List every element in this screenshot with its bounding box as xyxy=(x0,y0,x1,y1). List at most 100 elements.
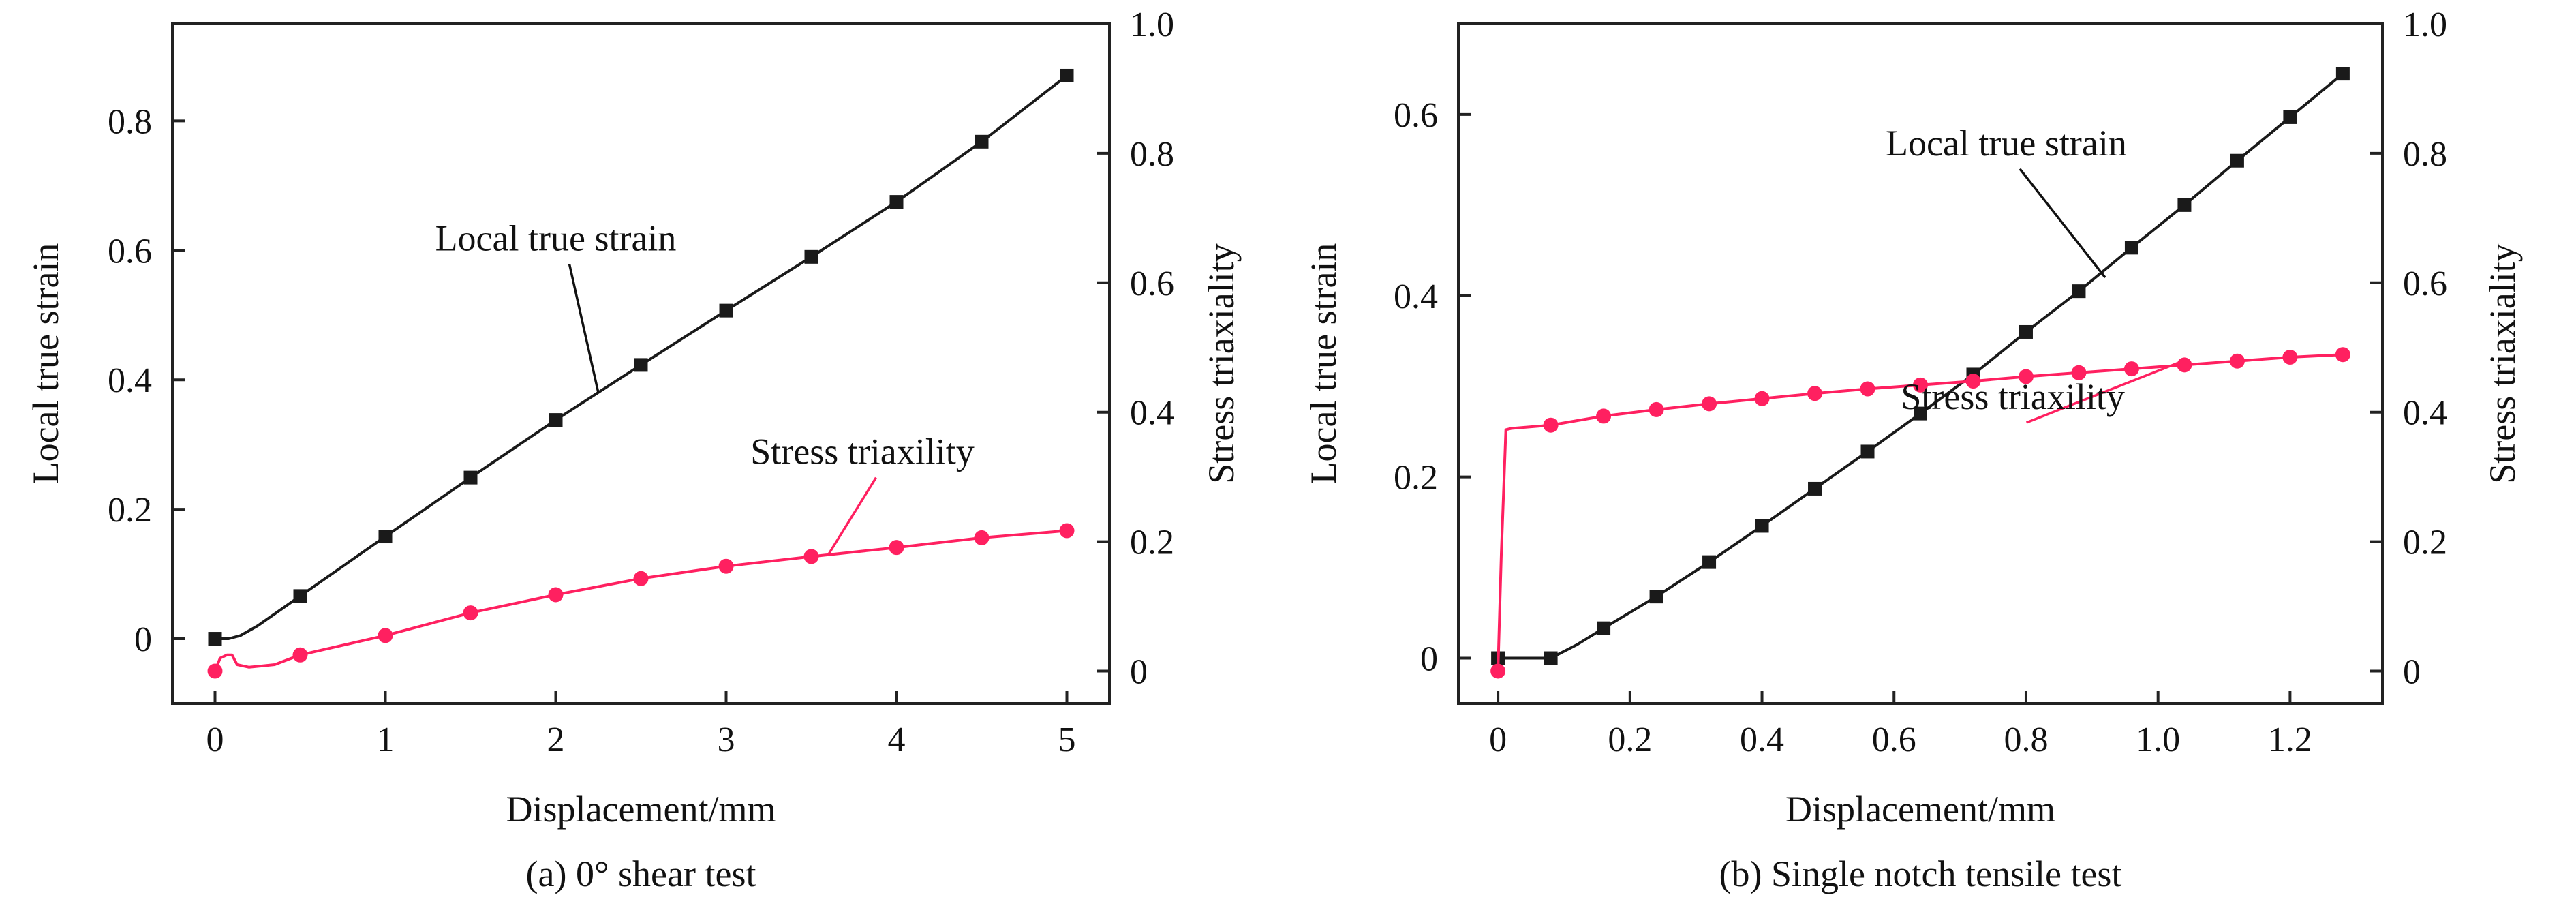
data-point-square xyxy=(1808,481,1822,496)
x-axis-label: Displacement/mm xyxy=(506,789,776,830)
series-annotation-label: Stress triaxility xyxy=(750,431,974,472)
data-point-square xyxy=(208,632,222,646)
data-point-circle xyxy=(1543,417,1559,433)
data-point-circle xyxy=(718,558,734,574)
data-point-square xyxy=(2072,284,2086,299)
y-left-tick-label: 0.4 xyxy=(1394,277,1438,316)
data-point-square xyxy=(2019,324,2033,339)
data-point-square xyxy=(2124,241,2138,255)
y-right-tick-label: 0.4 xyxy=(2403,394,2447,433)
y-right-tick-label: 0.6 xyxy=(2403,264,2447,303)
data-point-square xyxy=(1649,590,1663,604)
annotation-leader-line xyxy=(568,263,600,393)
data-point-circle xyxy=(889,540,904,556)
y-right-tick-label: 0.2 xyxy=(1130,524,1174,562)
data-point-circle xyxy=(2282,350,2298,365)
x-tick-label: 4 xyxy=(888,721,906,759)
data-point-square xyxy=(889,195,904,209)
series-annotation-label: Local true strain xyxy=(1886,123,2127,164)
data-point-circle xyxy=(292,647,308,663)
y-right-axis-label: Stress triaxiality xyxy=(1201,243,1242,483)
data-point-square xyxy=(2283,110,2297,124)
y-left-tick-label: 0.6 xyxy=(108,232,152,271)
y-right-tick-label: 0.2 xyxy=(2403,524,2447,562)
series-line xyxy=(213,529,1067,672)
series-annotation-label: Local true strain xyxy=(435,217,677,258)
data-point-square xyxy=(804,249,818,264)
data-point-square xyxy=(1597,621,1611,635)
plot-frame xyxy=(1457,22,2384,705)
series-line xyxy=(1497,353,2343,671)
x-tick-label: 0.6 xyxy=(1872,721,1916,759)
data-point-circle xyxy=(2177,357,2192,373)
y-right-tick-label: 1.0 xyxy=(1130,5,1174,44)
y-left-tick-label: 0.2 xyxy=(108,491,152,530)
data-point-square xyxy=(549,413,563,427)
series-line xyxy=(215,74,1068,640)
x-tick-label: 3 xyxy=(718,721,735,759)
panel-caption: (b) Single notch tensile test xyxy=(1719,853,2122,894)
data-point-circle xyxy=(378,628,393,643)
chart-panel-a: 0 1 2 3 4 5 0 0.2 0.4 0.6 0.8 0 0.2 0.4 0.6 0.8 1.0 Displ… xyxy=(25,5,1242,894)
data-point-square xyxy=(1755,519,1769,533)
x-tick-label: 0.8 xyxy=(2004,721,2048,759)
series-local-true-strain xyxy=(208,68,1074,646)
x-tick-label: 0 xyxy=(206,721,224,759)
data-point-circle xyxy=(803,549,819,564)
data-point-circle xyxy=(548,587,564,603)
data-point-circle xyxy=(1649,401,1664,417)
data-point-circle xyxy=(2335,347,2350,363)
annotation-leader-line xyxy=(827,476,877,556)
data-point-square xyxy=(2335,67,2350,81)
plot-frame xyxy=(171,22,1111,705)
data-point-circle xyxy=(207,663,223,679)
x-tick-label: 2 xyxy=(547,721,565,759)
data-point-square xyxy=(975,134,989,149)
chart-panel-b: 0 0.2 0.4 0.6 0.8 1.0 1.2 0 0.2 0.4 0.6 0 0.2 0.4 0.6 0… xyxy=(1303,5,2523,894)
x-tick-label: 1.2 xyxy=(2268,721,2312,759)
x-tick-label: 0.4 xyxy=(1740,721,1784,759)
y-left-axis-label: Local true strain xyxy=(1303,243,1344,485)
y-right-tick-label: 0.8 xyxy=(2403,135,2447,174)
y-right-tick-label: 1.0 xyxy=(2403,5,2447,44)
data-point-circle xyxy=(1807,386,1823,401)
y-left-tick-label: 0 xyxy=(1420,640,1438,679)
x-tick-label: 0 xyxy=(1489,721,1507,759)
y-right-axis-label: Stress triaxiality xyxy=(2482,243,2523,483)
data-point-circle xyxy=(2229,353,2245,369)
annotation-leader-line xyxy=(2025,361,2179,424)
y-left-tick-label: 0.4 xyxy=(108,361,152,400)
y-left-tick-label: 0 xyxy=(134,620,152,659)
data-point-circle xyxy=(2071,365,2087,380)
y-left-tick-label: 0.2 xyxy=(1394,459,1438,498)
y-left-tick-label: 0.8 xyxy=(108,102,152,141)
y-right-tick-label: 0.4 xyxy=(1130,394,1174,433)
y-right-tick-label: 0 xyxy=(2403,653,2421,692)
data-point-circle xyxy=(1490,663,1506,679)
data-point-square xyxy=(1544,651,1558,665)
x-tick-label: 0.2 xyxy=(1608,721,1652,759)
data-point-square xyxy=(719,303,733,318)
series-annotation-label: Stress triaxility xyxy=(1901,376,2124,417)
y-right-tick-label: 0.8 xyxy=(1130,135,1174,174)
data-point-circle xyxy=(974,530,990,545)
data-point-square xyxy=(1860,444,1875,459)
data-point-circle xyxy=(2123,361,2139,377)
x-axis-label: Displacement/mm xyxy=(1785,789,2055,830)
data-point-square xyxy=(293,589,307,603)
data-point-square xyxy=(2177,198,2192,212)
data-point-circle xyxy=(1860,381,1875,397)
x-tick-label: 5 xyxy=(1058,721,1076,759)
data-point-square xyxy=(1060,68,1074,82)
y-right-tick-label: 0.6 xyxy=(1130,264,1174,303)
series-stress-triaxility xyxy=(1490,347,2350,679)
data-point-circle xyxy=(2018,369,2034,384)
data-point-circle xyxy=(1702,396,1717,412)
y-left-axis-label: Local true strain xyxy=(25,243,66,485)
x-tick-label: 1.0 xyxy=(2136,721,2180,759)
data-point-circle xyxy=(1059,523,1075,539)
data-point-circle xyxy=(1596,408,1612,424)
x-tick-label: 1 xyxy=(377,721,395,759)
